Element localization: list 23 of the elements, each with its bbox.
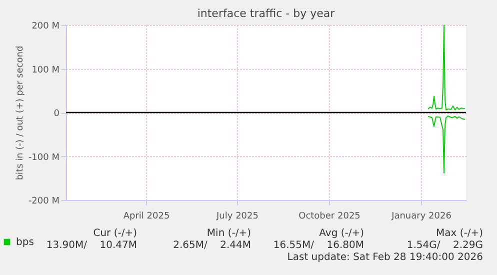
text: 13.90M/ 10.47M [46, 240, 137, 251]
text: Min (-/+) [206, 228, 251, 239]
text: 1.54G/ 2.29G [406, 240, 483, 251]
line-series [428, 116, 466, 174]
y-tick-label: 0 [54, 109, 60, 119]
text: Last update: Sat Feb 28 19:40:00 2026 [287, 252, 483, 263]
legend-label: bps [16, 237, 34, 248]
y-tick-label: -100 M [28, 152, 60, 163]
y-tick-label: 200 M [32, 22, 60, 32]
y-tick-label: -200 M [28, 196, 60, 206]
text: 2.65M/ 2.44M [173, 240, 251, 251]
line-series [428, 25, 466, 110]
y-tick-label: 100 M [32, 65, 60, 76]
x-tick-label: April 2025 [123, 212, 170, 222]
y-axis-title: bits in (-) / out (+) per second [15, 46, 26, 180]
x-tick-label: July 2025 [216, 212, 258, 222]
x-tick-label: October 2025 [298, 212, 360, 222]
text: Max (-/+) [436, 228, 483, 239]
x-tick-label: January 2026 [390, 212, 452, 222]
text: 16.55M/ 16.80M [273, 240, 364, 251]
chart-title: interface traffic - by year [197, 7, 336, 20]
text: Cur (-/+) [93, 228, 137, 239]
text: Avg (-/+) [319, 228, 364, 239]
